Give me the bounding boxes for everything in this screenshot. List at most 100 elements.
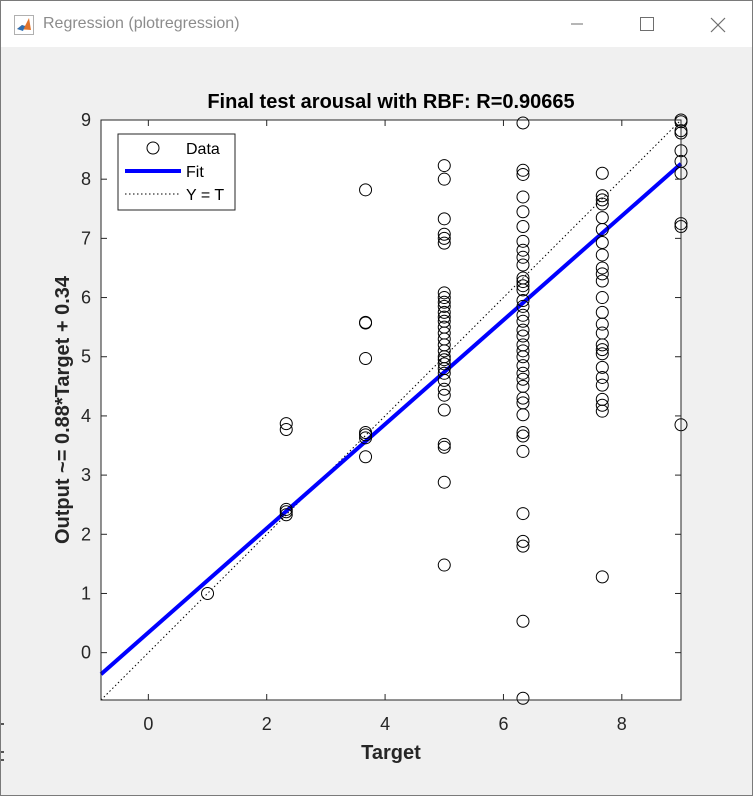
figure-area: 0 2 4 6 8 0 1 2 3 4 5 6 7 8 9 Final test arousal with … — [1, 47, 752, 795]
data-point — [279, 423, 293, 437]
data-point — [516, 234, 530, 248]
identity-line — [100, 119, 682, 701]
data-point — [516, 323, 530, 337]
data-point — [516, 444, 530, 458]
data-point — [595, 197, 609, 211]
y-tick-label: 9 — [81, 110, 91, 130]
data-point — [437, 366, 451, 380]
y-axis-label: Output ~= 0.88*Target + 0.34 — [52, 275, 74, 544]
data-point — [437, 403, 451, 417]
data-point — [595, 267, 609, 281]
data-point — [359, 316, 373, 330]
data-point — [595, 248, 609, 262]
data-point — [516, 299, 530, 313]
data-point — [595, 378, 609, 392]
legend-label: Y = T — [186, 187, 224, 204]
data-point — [516, 691, 530, 705]
data-point — [437, 299, 451, 313]
y-tick-label: 5 — [81, 347, 91, 367]
data-point — [516, 350, 530, 364]
data-point — [595, 360, 609, 374]
data-point — [437, 373, 451, 387]
minimize-button[interactable] — [554, 1, 600, 47]
data-point — [201, 586, 215, 600]
data-point — [279, 505, 293, 519]
data-point — [437, 227, 451, 241]
legend-label: Fit — [186, 164, 204, 181]
data-point — [437, 159, 451, 173]
fit-line — [99, 162, 683, 676]
data-point — [279, 417, 293, 431]
data-point — [437, 295, 451, 309]
regression-plot: 0 2 4 6 8 0 1 2 3 4 5 6 7 8 9 Final test arousal with … — [52, 91, 688, 764]
data-point — [516, 275, 530, 289]
y-tick-label: 1 — [81, 583, 91, 603]
data-point — [516, 243, 530, 257]
data-point — [595, 317, 609, 331]
data-point — [359, 183, 373, 197]
data-point — [437, 236, 451, 250]
data-point — [516, 283, 530, 297]
data-point — [359, 428, 373, 442]
data-point — [595, 347, 609, 361]
maximize-icon — [640, 17, 654, 31]
close-button[interactable] — [694, 1, 740, 47]
data-point — [595, 166, 609, 180]
data-point — [437, 344, 451, 358]
data-point — [516, 116, 530, 130]
y-tick-label: 2 — [81, 524, 91, 544]
data-point — [595, 343, 609, 357]
data-point — [437, 310, 451, 324]
data-point — [516, 344, 530, 358]
y-tick-label: 4 — [81, 406, 91, 426]
maximize-button[interactable] — [624, 1, 670, 47]
data-point — [516, 279, 530, 293]
data-point — [437, 212, 451, 226]
data-point — [359, 352, 373, 366]
matlab-logo-icon — [14, 15, 34, 35]
data-point — [595, 222, 609, 236]
data-point — [516, 258, 530, 272]
y-tick-label: 8 — [81, 169, 91, 189]
data-point — [595, 570, 609, 584]
minimize-icon — [571, 23, 583, 25]
data-point — [595, 291, 609, 305]
data-point — [516, 163, 530, 177]
y-tick-label: 7 — [81, 228, 91, 248]
data-point — [595, 370, 609, 384]
y-tick-label: 3 — [81, 465, 91, 485]
x-tick-label: 6 — [498, 714, 508, 734]
y-tick-label: 0 — [81, 643, 91, 663]
x-tick-label: 2 — [262, 714, 272, 734]
legend: Data Fit Y = T — [117, 133, 236, 211]
data-point — [516, 429, 530, 443]
data-point — [595, 193, 609, 207]
data-point — [437, 172, 451, 186]
data-point — [437, 231, 451, 245]
data-point — [437, 353, 451, 367]
chart-title: Final test arousal with RBF: R=0.90665 — [207, 91, 574, 113]
data-point — [516, 205, 530, 219]
data-point — [437, 440, 451, 454]
data-point — [359, 431, 373, 445]
data-point — [595, 338, 609, 352]
edge-marker — [1, 723, 4, 725]
data-point — [516, 250, 530, 264]
data-point — [516, 408, 530, 422]
close-icon — [710, 17, 726, 33]
data-point — [359, 450, 373, 464]
data-point — [595, 261, 609, 275]
data-point — [516, 507, 530, 521]
data-point — [516, 190, 530, 204]
data-point — [516, 391, 530, 405]
data-point — [516, 167, 530, 181]
data-point — [437, 305, 451, 319]
data-point — [516, 314, 530, 328]
data-point — [437, 286, 451, 300]
data-point — [595, 274, 609, 288]
data-point — [279, 508, 293, 522]
data-point — [595, 189, 609, 203]
title-bar[interactable]: Regression (plotregression) — [1, 1, 752, 47]
data-point — [516, 614, 530, 628]
data-point — [437, 388, 451, 402]
